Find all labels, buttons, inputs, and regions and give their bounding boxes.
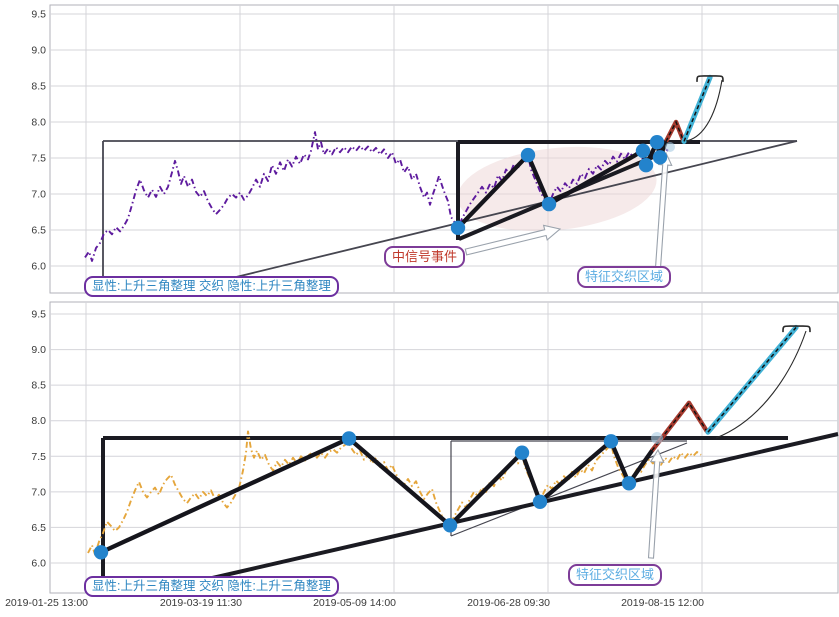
zigzag-vertex-dot: [638, 158, 654, 173]
feature-weave-zone-label-top: 特征交织区域: [577, 266, 672, 288]
hollow-arrow: [464, 224, 562, 256]
y-tick-label: 9.0: [31, 45, 46, 57]
y-tick-label: 6.0: [31, 557, 46, 569]
zigzag-vertex-dot: [450, 220, 466, 235]
forecast-cyan-dash-overlay: [683, 77, 711, 142]
y-tick-label: 8.0: [31, 117, 46, 129]
zigzag-line: [98, 436, 655, 555]
zigzag-vertex-dot: [541, 196, 557, 212]
y-tick-label: 8.0: [31, 415, 46, 427]
y-tick-label: 7.0: [31, 486, 46, 498]
x-tick-label: 2019-03-19 11:30: [160, 597, 242, 609]
zigzag-vertex-dot: [621, 476, 637, 491]
feature-weave-zone-label-bottom: 特征交织区域: [568, 564, 663, 586]
zigzag-vertex-dot: [532, 494, 548, 509]
y-tick-label: 7.0: [31, 189, 46, 201]
panel-top: 9.5 9.0 8.5 8.0 7.5 7.0 6.5 6.0: [31, 4, 839, 294]
y-tick-label: 6.0: [31, 261, 46, 273]
panel-bottom: 9.5 9.0 8.5 8.0 7.5 7.0 6.5 6.0: [31, 301, 839, 594]
zigzag-vertex-dot: [603, 434, 619, 449]
forecast-rise-curve: [685, 79, 723, 142]
hollow-arrow: [647, 448, 665, 559]
forecast-rise-curve: [715, 330, 807, 439]
pattern-summary-label-top: 显性:上升三角整理 交织 隐性:上升三角整理: [84, 276, 339, 297]
x-tick-label: 2019-08-15 12:00: [621, 597, 704, 609]
signal-highlight-circle: [665, 142, 675, 152]
price-series-purple: [84, 131, 669, 262]
zigzag-vertex-dot: [514, 445, 530, 460]
zigzag-vertex-dot: [649, 135, 665, 150]
zigzag-vertex-dot: [442, 518, 458, 533]
plot-frame-bottom: [49, 301, 839, 594]
zigzag-vertex-dot: [341, 431, 357, 446]
weave-zone-ellipse: [457, 146, 657, 232]
y-tick-label: 7.5: [31, 153, 46, 165]
forecast-target-cap: [696, 75, 724, 82]
breakout-red-line: [650, 400, 709, 452]
signal-event-label-top: 中信号事件: [384, 246, 466, 268]
x-tick-label: 2019-05-09 14:00: [313, 597, 396, 609]
zigzag-vertex-dot: [93, 545, 109, 560]
forecast-target-cap: [782, 325, 811, 333]
plot-frame-top: [49, 4, 839, 294]
forecast-cyan-dash-overlay: [707, 327, 797, 433]
y-tick-label: 6.5: [31, 522, 46, 534]
x-tick-label: 2019-06-28 09:30: [467, 597, 550, 609]
zigzag-vertex-dot: [652, 150, 668, 165]
explicit-triangle-line: [159, 432, 839, 592]
breakout-red-dash-overlay: [665, 120, 685, 143]
y-tick-label: 8.5: [31, 380, 46, 392]
y-tick-label: 9.5: [31, 309, 46, 321]
zigzag-vertex-dot: [520, 147, 536, 163]
zigzag-vertex-dot: [635, 143, 651, 158]
pattern-summary-label-bottom: 显性:上升三角整理 交织 隐性:上升三角整理: [84, 576, 339, 597]
y-tick-label: 9.0: [31, 344, 46, 356]
signal-highlight-circle: [651, 432, 663, 444]
price-series-orange: [87, 430, 702, 556]
y-tick-label: 7.5: [31, 451, 46, 463]
x-tick-label: 2019-01-25 13:00: [5, 597, 88, 609]
y-tick-label: 6.5: [31, 225, 46, 237]
y-tick-label: 9.5: [31, 9, 46, 21]
hidden-triangle-line: [169, 140, 798, 294]
y-tick-label: 8.5: [31, 81, 46, 93]
